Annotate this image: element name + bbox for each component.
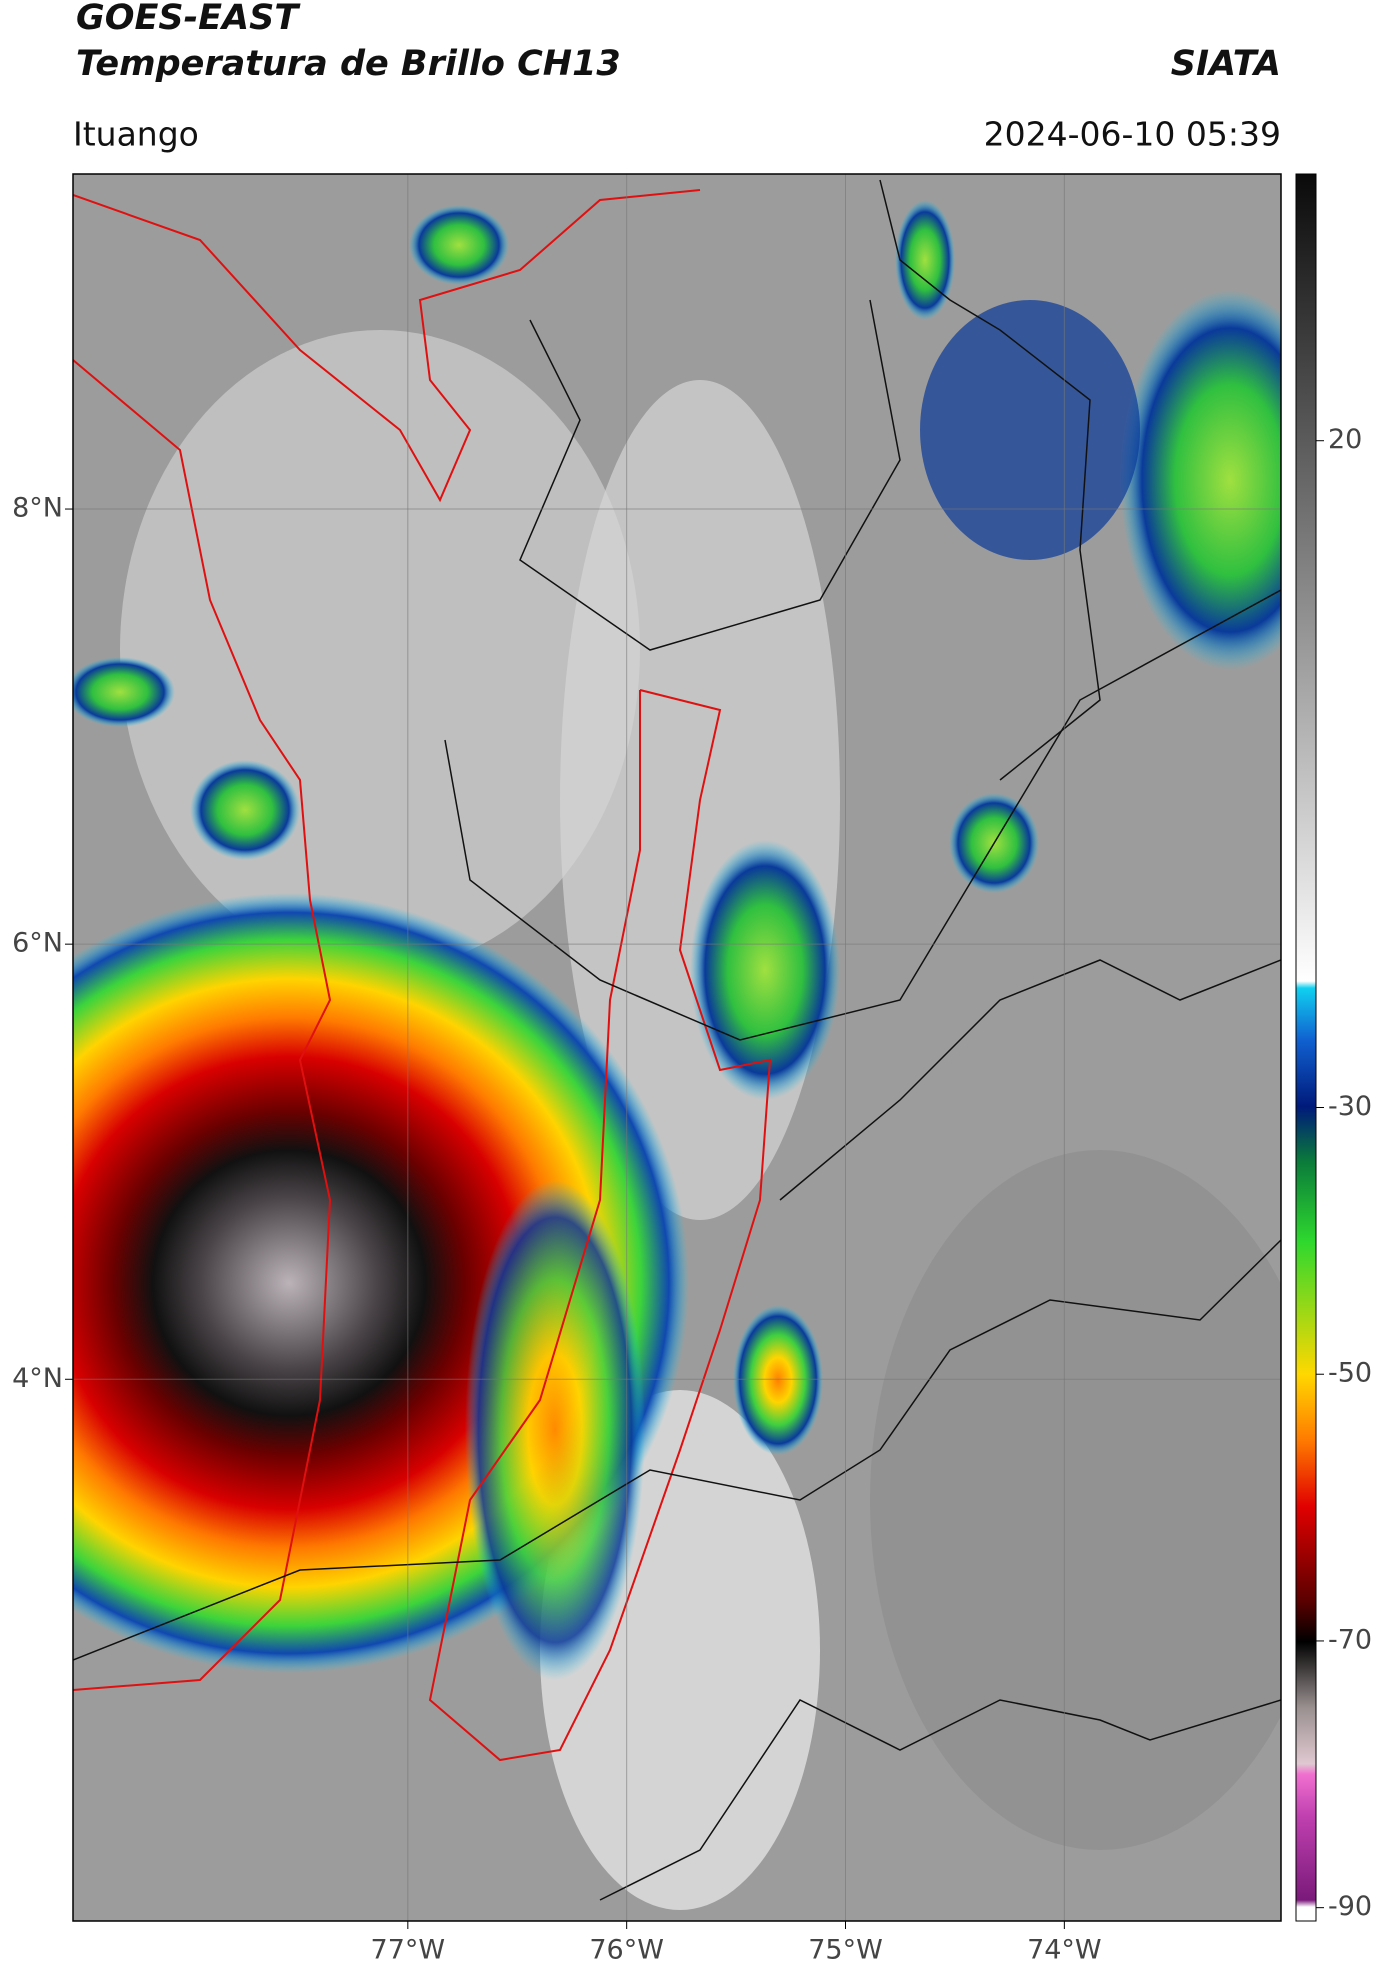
y-tick-label: 6°N [12,928,63,959]
colorbar-tick-label: -70 [1328,1624,1372,1655]
y-tick-label: 8°N [12,493,63,524]
y-tick-label: 4°N [12,1363,63,1394]
x-tick-label: 77°W [371,1935,446,1966]
x-tick-label: 75°W [808,1935,883,1966]
title: GOES-EAST [76,0,301,38]
satellite-image [73,174,1281,1921]
colorbar-tick-label: -50 [1328,1358,1372,1389]
datetime: 2024-06-10 05:39 [984,115,1281,154]
region: Ituango [73,115,199,154]
colorbar [1295,173,1317,1922]
source: SIATA [1171,44,1281,84]
x-tick-label: 76°W [589,1935,664,1966]
map-frame [72,173,1282,1922]
grid [73,174,1281,1921]
colorbar-tick-label: -30 [1328,1091,1372,1122]
subtitle: Temperatura de Brillo CH13 [76,44,621,84]
colorbar-tick-label: -90 [1328,1891,1372,1922]
colorbar-tick-label: 20 [1328,424,1362,455]
x-tick-label: 74°W [1027,1935,1102,1966]
